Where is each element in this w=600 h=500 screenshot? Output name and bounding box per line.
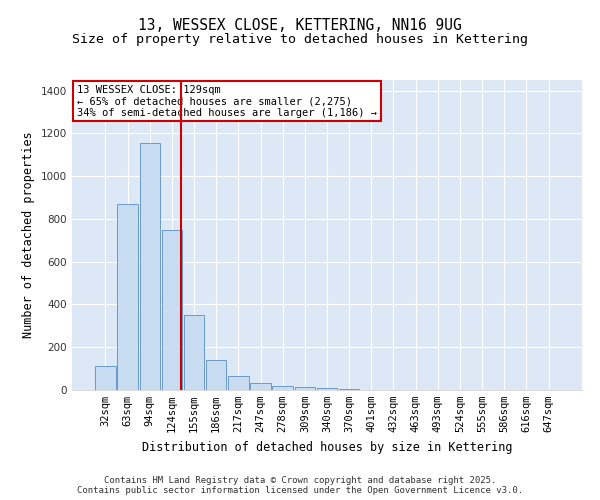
Bar	[118, 204, 138, 390]
Bar	[295, 387, 315, 390]
Y-axis label: Number of detached properties: Number of detached properties	[22, 132, 35, 338]
Bar	[228, 376, 248, 390]
Bar	[95, 366, 116, 390]
Bar	[140, 143, 160, 390]
Text: Contains HM Land Registry data © Crown copyright and database right 2025.
Contai: Contains HM Land Registry data © Crown c…	[77, 476, 523, 495]
Text: 13 WESSEX CLOSE: 129sqm
← 65% of detached houses are smaller (2,275)
34% of semi: 13 WESSEX CLOSE: 129sqm ← 65% of detache…	[77, 84, 377, 118]
Bar	[317, 388, 337, 390]
X-axis label: Distribution of detached houses by size in Kettering: Distribution of detached houses by size …	[142, 440, 512, 454]
Bar	[184, 315, 204, 390]
Bar	[339, 389, 359, 390]
Bar	[272, 386, 293, 390]
Text: Size of property relative to detached houses in Kettering: Size of property relative to detached ho…	[72, 32, 528, 46]
Text: 13, WESSEX CLOSE, KETTERING, NN16 9UG: 13, WESSEX CLOSE, KETTERING, NN16 9UG	[138, 18, 462, 32]
Bar	[250, 382, 271, 390]
Bar	[206, 360, 226, 390]
Bar	[161, 230, 182, 390]
